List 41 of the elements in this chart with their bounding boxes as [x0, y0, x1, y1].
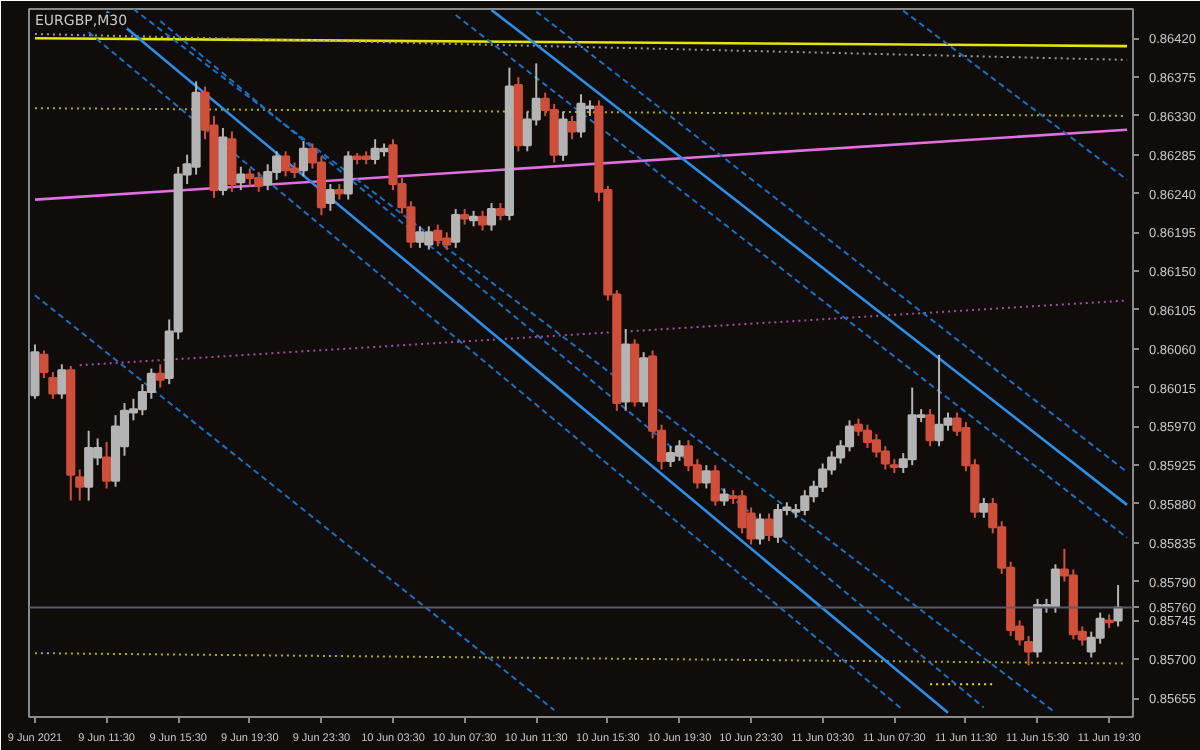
candlestick [477, 209, 488, 232]
candlestick [343, 150, 353, 201]
candlestick [415, 225, 425, 249]
candlestick [451, 208, 461, 249]
candlestick [325, 183, 335, 212]
candlestick [316, 155, 326, 217]
candlestick [102, 440, 112, 490]
candlestick [84, 429, 94, 502]
candlestick [925, 408, 935, 448]
candlestick [48, 371, 58, 400]
candlestick [370, 138, 380, 166]
candlestick [57, 363, 67, 400]
candlestick [701, 464, 711, 490]
candlestick [236, 165, 246, 192]
candlestick [433, 223, 443, 248]
candlestick [1050, 563, 1060, 614]
candlestick [298, 139, 309, 178]
candlestick [773, 503, 783, 544]
candlestick [576, 93, 586, 139]
candlestick [1095, 611, 1105, 645]
candlestick [281, 150, 291, 178]
candlestick [39, 349, 49, 380]
candlestick [979, 496, 989, 519]
candlestick [549, 102, 559, 164]
candlestick [30, 343, 40, 400]
candlestick [1032, 597, 1043, 659]
candlestick [567, 114, 577, 141]
candlestick [880, 445, 890, 471]
candlestick [764, 512, 774, 543]
candlestick [665, 445, 676, 468]
candlestick [558, 110, 568, 162]
candlestick [674, 439, 685, 462]
candlestick [710, 464, 720, 507]
candlestick [227, 130, 237, 193]
candlestick [486, 202, 497, 232]
candlestick [263, 163, 273, 192]
candlestick [639, 351, 649, 408]
candlestick [755, 512, 765, 546]
candlestick [934, 353, 944, 448]
candlestick [862, 423, 873, 449]
candlestick [155, 363, 165, 389]
